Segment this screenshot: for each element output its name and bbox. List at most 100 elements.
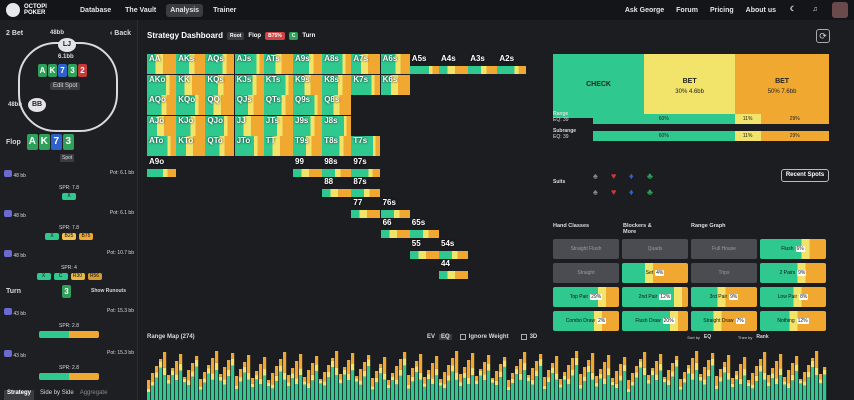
spade-icon[interactable]: ♠	[593, 187, 598, 197]
edit-spot-button[interactable]: Edit Spot	[50, 82, 81, 90]
tree-node[interactable]: 48 bb Pot: 10.7 bb SPR: 4 X C R30 R56	[4, 250, 134, 286]
matrix-cell[interactable]: 97s	[351, 157, 381, 177]
hand-class-cell[interactable]: 2 Pairs 9%	[760, 263, 826, 283]
turn-card[interactable]: 3	[62, 285, 71, 298]
tab-range-graph[interactable]: Range Graph	[691, 223, 726, 229]
matrix-cell[interactable]: QJs	[234, 95, 264, 115]
matrix-cell[interactable]: Q9s	[293, 95, 322, 115]
tab-blockers[interactable]: Blockers & More	[623, 223, 652, 235]
hand-class-cell[interactable]: Set 4%	[622, 263, 688, 283]
hand-class-cell[interactable]: 3rd Pair 9%	[691, 287, 757, 307]
matrix-cell[interactable]: K9s	[293, 74, 322, 95]
matrix-cell[interactable]: AJo	[147, 115, 176, 136]
matrix-cell[interactable]: 66	[380, 218, 410, 238]
ev-toggle[interactable]: EV	[427, 334, 436, 340]
action-button[interactable]: R30	[70, 273, 85, 280]
matrix-cell[interactable]: KTo	[176, 136, 206, 156]
sort-by-select[interactable]: EQ	[703, 334, 712, 340]
club-icon[interactable]: ♣	[647, 171, 653, 181]
matrix-cell[interactable]: Q8s	[322, 95, 352, 115]
matrix-cell[interactable]: T8s	[322, 136, 352, 156]
crumb-flop[interactable]: Flop	[248, 32, 262, 39]
hand-class-cell[interactable]: Combo Draw 2%	[553, 311, 619, 331]
matrix-cell[interactable]: J9s	[293, 115, 322, 136]
matrix-cell[interactable]: T7s	[351, 136, 381, 156]
matrix-cell[interactable]: ATo	[147, 136, 176, 156]
matrix-cell[interactable]: QQ	[205, 95, 235, 115]
flop-label[interactable]: Flop	[6, 138, 21, 146]
crumb-turn[interactable]: Turn	[302, 32, 316, 39]
diamond-icon[interactable]: ♦	[629, 171, 634, 181]
matrix-cell[interactable]: 65s	[409, 218, 439, 238]
nav-about[interactable]: About us	[745, 6, 776, 14]
matrix-cell[interactable]: A3s	[468, 54, 498, 74]
nav-item[interactable]: Analysis	[166, 3, 204, 17]
tab-side-by-side[interactable]: Side by Side	[40, 390, 74, 396]
strategy-action[interactable]: BET 30% 4.6bb	[644, 54, 736, 118]
nav-item[interactable]: The Vault	[125, 6, 157, 14]
matrix-cell[interactable]: 76s	[380, 198, 410, 218]
matrix-cell[interactable]: K6s	[380, 74, 410, 95]
tab-strategy[interactable]: Strategy	[4, 390, 35, 400]
action-button[interactable]: X	[62, 193, 76, 200]
matrix-cell[interactable]: JTs	[263, 115, 293, 136]
hand-class-cell[interactable]: 2nd Pair 12%	[622, 287, 688, 307]
crumb-call[interactable]: C	[288, 31, 299, 40]
matrix-cell[interactable]: JJ	[234, 115, 264, 136]
heart-icon[interactable]: ♥	[611, 171, 617, 181]
tree-node[interactable]: 43 bb Pot: 15.3 bb SPR: 2.8	[4, 350, 134, 386]
tab-aggregate[interactable]: Aggregate	[79, 390, 108, 396]
matrix-cell[interactable]: AKo	[147, 74, 176, 95]
matrix-cell[interactable]: 98s	[322, 157, 352, 177]
club-icon[interactable]: ♣	[647, 187, 653, 197]
seat-lj[interactable]: LJ	[58, 38, 76, 52]
action-button[interactable]: X	[36, 273, 51, 280]
tab-hand-classes[interactable]: Hand Classes	[553, 223, 590, 229]
strategy-action[interactable]: CHECK	[553, 54, 645, 118]
matrix-cell[interactable]: AJs	[234, 54, 264, 74]
matrix-cell[interactable]: KJs	[234, 74, 264, 95]
hand-class-cell[interactable]: Top Pair 29%	[553, 287, 619, 307]
show-runouts-button[interactable]: Show Runouts	[91, 288, 126, 294]
back-button[interactable]: ‹ Back	[110, 30, 131, 37]
range-map-label[interactable]: Range Map (274)	[147, 334, 195, 340]
eq-toggle[interactable]: EQ	[439, 334, 452, 340]
matrix-cell[interactable]: AA	[147, 54, 176, 74]
matrix-cell[interactable]: A5s	[409, 54, 439, 74]
matrix-cell[interactable]: A2s	[497, 54, 527, 74]
action-button[interactable]: X	[45, 233, 59, 240]
recent-spots-button[interactable]: Recent Spots	[781, 169, 829, 182]
matrix-cell[interactable]: JTo	[234, 136, 264, 156]
hand-class-cell[interactable]: Flush Draw 20%	[622, 311, 688, 331]
matrix-cell[interactable]: K7s	[351, 74, 381, 95]
heart-icon[interactable]: ♥	[611, 187, 617, 197]
refresh-icon[interactable]: ⟳	[816, 29, 830, 43]
action-button[interactable]: B25	[62, 233, 76, 240]
bell-icon[interactable]: ♫	[812, 6, 818, 13]
action-button[interactable]: R56	[87, 273, 102, 280]
turn-label[interactable]: Turn	[6, 288, 22, 295]
hand-class-cell[interactable]: Full House	[691, 239, 757, 259]
ignore-weight-checkbox[interactable]	[459, 334, 466, 340]
matrix-cell[interactable]: KTs	[263, 74, 293, 95]
matrix-cell[interactable]: 44	[439, 259, 468, 279]
nav-item[interactable]: Database	[80, 6, 112, 14]
matrix-cell[interactable]: QJo	[205, 115, 235, 136]
3d-checkbox[interactable]	[520, 334, 527, 340]
tree-node[interactable]: 48 bb Pot: 6.1 bb SPR: 7.8 X	[4, 170, 134, 206]
nav-item[interactable]: Trainer	[213, 6, 237, 14]
matrix-cell[interactable]: QTo	[205, 136, 235, 156]
moon-icon[interactable]: ☾	[789, 6, 797, 13]
nav-ask-george[interactable]: Ask George	[624, 6, 665, 14]
matrix-cell[interactable]: A9o	[147, 157, 176, 177]
avatar[interactable]	[832, 2, 848, 18]
hand-class-cell[interactable]: Straight Flush	[553, 239, 619, 259]
crumb-bet[interactable]: B75%	[265, 31, 285, 40]
strategy-action[interactable]: BET 50% 7.6bb	[735, 54, 829, 118]
matrix-cell[interactable]: 88	[322, 177, 352, 197]
hand-class-cell[interactable]: Straight	[553, 263, 619, 283]
matrix-cell[interactable]: AQo	[147, 95, 176, 115]
matrix-cell[interactable]: KJo	[176, 115, 206, 136]
hand-class-cell[interactable]: Nothing 12%	[760, 311, 826, 331]
hand-class-cell[interactable]: Trips	[691, 263, 757, 283]
